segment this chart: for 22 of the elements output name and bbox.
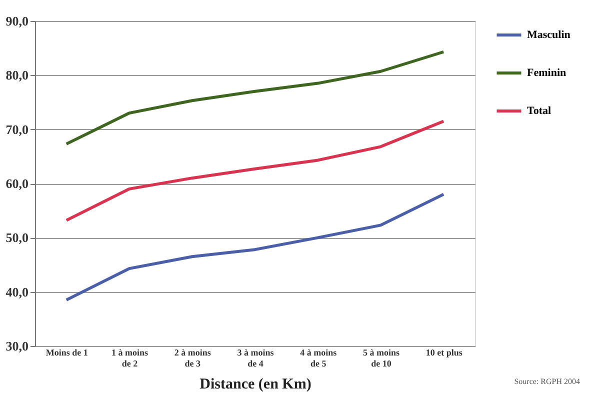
line-series	[64, 50, 446, 146]
y-tick-label: 40,0	[6, 284, 28, 300]
source-note: Source: RGPH 2004	[514, 377, 580, 386]
line-series	[64, 192, 446, 302]
x-tick-label: 10 et plus	[426, 348, 463, 358]
x-tick-label: 4 à moins de 5	[300, 348, 338, 368]
x-tick-label: 1 à moins de 2	[112, 348, 149, 368]
legend-label: Total	[527, 105, 552, 117]
y-tick-label: 70,0	[6, 122, 28, 137]
legend-label: Feminin	[527, 67, 566, 79]
legend-label: Masculin	[527, 29, 570, 41]
line-series	[64, 120, 446, 222]
x-tick-label: 3 à moins de 4	[237, 348, 274, 368]
y-tick-label: 80,0	[6, 68, 28, 83]
y-tick-label: 50,0	[6, 230, 28, 246]
x-tick-label: 5 à moins de 10	[362, 348, 400, 368]
x-tick-label: 2 à moins de 3	[174, 348, 212, 368]
y-tick-label: 60,0	[6, 176, 28, 191]
y-tick-label: 30,0	[6, 338, 28, 354]
y-tick-label: 90,0	[6, 14, 28, 28]
x-tick-label: Moins de 1	[46, 348, 88, 358]
x-axis-title: Distance (en Km)	[200, 376, 312, 392]
